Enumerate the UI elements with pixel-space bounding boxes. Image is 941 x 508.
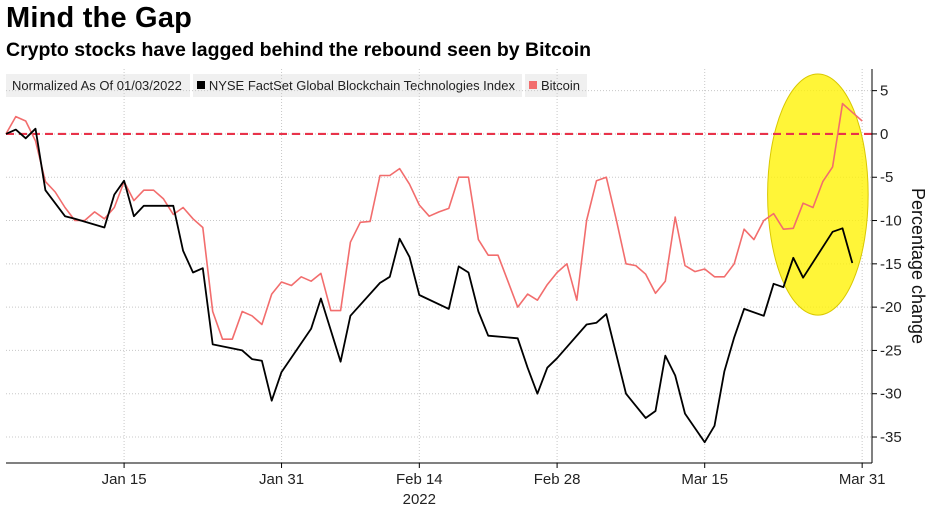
y-tick-label: -20 xyxy=(880,299,902,316)
y-tick-label: -30 xyxy=(880,386,902,403)
chart-title: Mind the Gap xyxy=(6,2,193,34)
legend-label-blockchain-index: NYSE FactSet Global Blockchain Technolog… xyxy=(208,77,515,93)
legend: Normalized As Of 01/03/2022 NYSE FactSet… xyxy=(6,73,588,97)
series-line-bitcoin xyxy=(5,102,863,340)
series-line-blockchain-index xyxy=(5,127,854,444)
legend-swatch-bitcoin xyxy=(528,81,537,89)
x-tick-label: Jan 15 xyxy=(102,471,147,488)
y-tick-label: -15 xyxy=(880,256,902,273)
y-tick-label: 5 xyxy=(880,83,888,100)
x-tick-label: Jan 31 xyxy=(259,471,304,488)
x-axis-label: 2022 xyxy=(403,491,436,508)
axes-layer: 5 0 -5 -10 -15 -20 -25 -30 -35 Jan 15 Jan 31 Feb 14… xyxy=(6,69,928,508)
x-tick-label: Feb 14 xyxy=(396,471,443,488)
legend-item-blockchain-index: NYSE FactSet Global Blockchain Technolog… xyxy=(192,73,522,97)
x-tick-label: Mar 31 xyxy=(839,471,886,488)
legend-swatch-blockchain-index xyxy=(196,81,205,89)
plot-area xyxy=(6,69,872,463)
y-tick-label: -25 xyxy=(880,342,902,359)
y-tick-label: 0 xyxy=(880,126,888,143)
chart-subtitle: Crypto stocks have lagged behind the reb… xyxy=(6,39,592,61)
y-tick-label: -10 xyxy=(880,213,902,230)
x-tick-label: Feb 28 xyxy=(534,471,581,488)
x-tick-label: Mar 15 xyxy=(681,471,728,488)
series-layer xyxy=(5,102,863,444)
y-axis-title: Percentage change xyxy=(908,188,928,344)
y-tick-label: -5 xyxy=(880,169,893,186)
y-tick-label: -35 xyxy=(880,429,902,446)
legend-label-bitcoin: Bitcoin xyxy=(540,77,581,93)
